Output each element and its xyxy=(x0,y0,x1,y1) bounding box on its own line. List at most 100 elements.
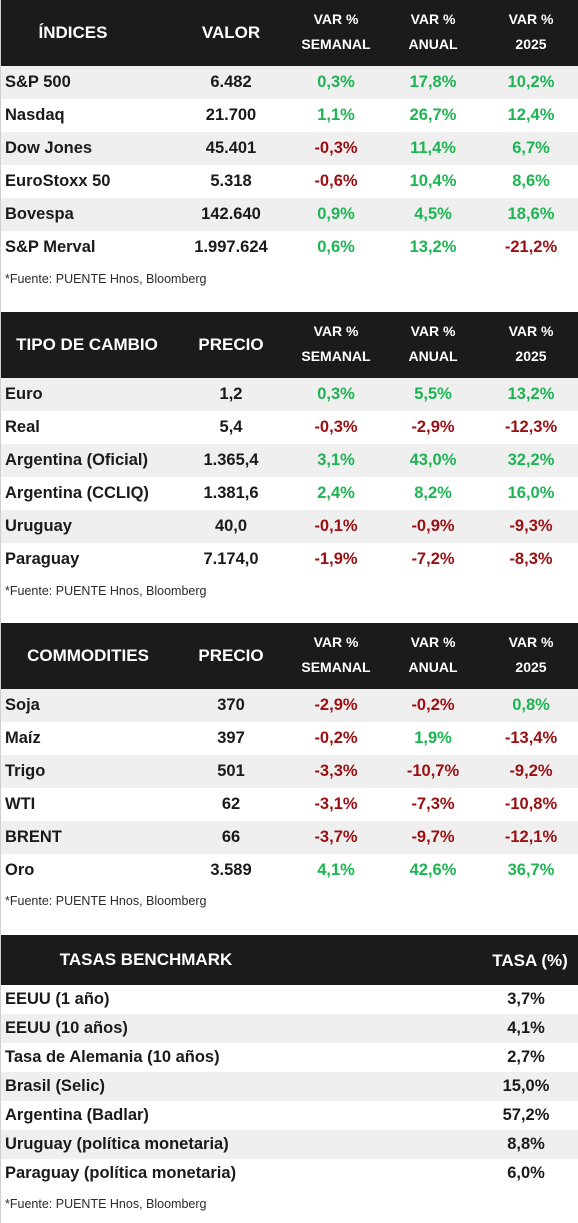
indices-row-annual-change: 11,4% xyxy=(410,139,456,157)
indices-row-weekly-change: -0,3% xyxy=(314,139,358,157)
rates-row-value: 57,2% xyxy=(502,1106,550,1124)
commodities-row-weekly-change: -3,3% xyxy=(314,762,358,780)
indices-header-ytd-1: VAR % xyxy=(508,11,554,27)
fx-row-value: 5,4 xyxy=(219,418,243,436)
indices-row-value: 45.401 xyxy=(205,139,257,157)
fx-row-ytd-change: -9,3% xyxy=(509,517,553,535)
indices-table-row: EuroStoxx 50 5.318 -0,6% 10,4% 8,6% xyxy=(1,165,578,198)
rates-row-name: Uruguay (política monetaria) xyxy=(5,1135,229,1153)
indices-row-annual-change: 10,4% xyxy=(409,172,457,190)
fx-table-row: Paraguay 7.174,0 -1,9% -7,2% -8,3% xyxy=(1,543,578,576)
commodities-row-ytd-change: -10,8% xyxy=(504,795,558,813)
indices-table-row: S&P 500 6.482 0,3% 17,8% 10,2% xyxy=(1,66,578,99)
indices-row-ytd-change: 6,7% xyxy=(512,139,550,157)
indices-row-ytd-change: -21,2% xyxy=(504,238,558,256)
commodities-table-row: WTI 62 -3,1% -7,3% -10,8% xyxy=(1,788,578,821)
fx-header-annual-2: ANUAL xyxy=(408,348,458,364)
fx-row-annual-change: 5,5% xyxy=(414,385,452,403)
indices-header-value: VALOR xyxy=(201,23,261,42)
commodities-row-weekly-change: -2,9% xyxy=(314,696,358,714)
commodities-row-name: Maíz xyxy=(5,729,41,747)
indices-row-name: S&P Merval xyxy=(5,238,96,256)
fx-header-weekly-1: VAR % xyxy=(313,323,359,339)
commodities-row-name: Oro xyxy=(5,861,35,879)
indices-header-weekly-2: SEMANAL xyxy=(301,36,371,52)
indices-row-annual-change: 17,8% xyxy=(409,73,457,91)
commodities-row-weekly-change: 4,1% xyxy=(317,861,355,879)
commodities-row-value: 501 xyxy=(217,762,245,780)
rates-table-row: Argentina (Badlar) 57,2% xyxy=(1,1101,578,1130)
commodities-table-row: BRENT 66 -3,7% -9,7% -12,1% xyxy=(1,821,578,854)
rates-row-value: 2,7% xyxy=(507,1048,545,1066)
commodities-row-weekly-change: -0,2% xyxy=(314,729,358,747)
fx-table-row: Argentina (Oficial) 1.365,4 3,1% 43,0% 32,2% xyxy=(1,444,578,477)
indices-header-annual-1: VAR % xyxy=(410,11,456,27)
fx-row-name: Argentina (Oficial) xyxy=(5,451,149,469)
commodities-row-annual-change: -10,7% xyxy=(406,762,460,780)
fx-row-value: 1.381,6 xyxy=(203,484,259,502)
indices-row-ytd-change: 8,6% xyxy=(512,172,550,190)
indices-table-row: Nasdaq 21.700 1,1% 26,7% 12,4% xyxy=(1,99,578,132)
commodities-table-body: Soja 370 -2,9% -0,2% 0,8% Maíz 397 -0,2% 1,9% -13… xyxy=(1,689,578,887)
fx-row-name: Argentina (CCLIQ) xyxy=(5,484,149,502)
indices-row-value: 21.700 xyxy=(205,106,257,124)
commodities-row-ytd-change: 36,7% xyxy=(507,861,555,879)
indices-row-value: 6.482 xyxy=(210,73,252,91)
rates-row-value: 3,7% xyxy=(507,990,545,1008)
commodities-section: COMMODITIES PRECIO VAR % SEMANAL VAR % A… xyxy=(1,623,578,908)
fx-row-weekly-change: 3,1% xyxy=(317,451,355,469)
fx-row-ytd-change: 16,0% xyxy=(507,484,555,502)
fx-row-weekly-change: 2,4% xyxy=(317,484,355,502)
rates-row-value: 4,1% xyxy=(507,1019,545,1037)
commodities-header-weekly-2: SEMANAL xyxy=(301,659,371,675)
indices-row-weekly-change: 0,9% xyxy=(317,205,355,223)
indices-header-weekly-1: VAR % xyxy=(313,11,359,27)
fx-row-name: Euro xyxy=(5,385,43,403)
indices-header-ytd-2: 2025 xyxy=(515,36,547,52)
fx-table-row: Argentina (CCLIQ) 1.381,6 2,4% 8,2% 16,0% xyxy=(1,477,578,510)
rates-header: TASAS BENCHMARK TASA (%) xyxy=(1,935,578,985)
fx-row-ytd-change: -8,3% xyxy=(509,550,553,568)
indices-row-value: 142.640 xyxy=(201,205,261,223)
fx-row-annual-change: -7,2% xyxy=(411,550,455,568)
fx-row-value: 7.174,0 xyxy=(203,550,259,568)
indices-table-row: Dow Jones 45.401 -0,3% 11,4% 6,7% xyxy=(1,132,578,165)
rates-row-name: Paraguay (política monetaria) xyxy=(5,1164,237,1182)
fx-section: TIPO DE CAMBIO PRECIO VAR % SEMANAL VAR … xyxy=(1,312,578,598)
commodities-row-name: Soja xyxy=(5,696,40,714)
fx-row-name: Paraguay xyxy=(5,550,80,568)
fx-header: TIPO DE CAMBIO PRECIO VAR % SEMANAL VAR … xyxy=(1,312,578,378)
fx-row-name: Uruguay xyxy=(5,517,72,535)
rates-table-row: Uruguay (política monetaria) 8,8% xyxy=(1,1130,578,1159)
commodities-table-row: Oro 3.589 4,1% 42,6% 36,7% xyxy=(1,854,578,887)
indices-row-name: Nasdaq xyxy=(5,106,65,124)
indices-row-name: EuroStoxx 50 xyxy=(5,172,111,190)
commodities-table-row: Soja 370 -2,9% -0,2% 0,8% xyxy=(1,689,578,722)
fx-header-weekly-2: SEMANAL xyxy=(301,348,371,364)
fx-table-row: Real 5,4 -0,3% -2,9% -12,3% xyxy=(1,411,578,444)
rates-table-row: Brasil (Selic) 15,0% xyxy=(1,1072,578,1101)
commodities-row-ytd-change: -12,1% xyxy=(504,828,558,846)
commodities-row-weekly-change: -3,7% xyxy=(314,828,358,846)
commodities-table-row: Maíz 397 -0,2% 1,9% -13,4% xyxy=(1,722,578,755)
fx-row-annual-change: 8,2% xyxy=(414,484,452,502)
commodities-row-ytd-change: 0,8% xyxy=(512,696,550,714)
commodities-row-value: 3.589 xyxy=(210,861,252,879)
indices-table-row: Bovespa 142.640 0,9% 4,5% 18,6% xyxy=(1,198,578,231)
rates-table-row: Paraguay (política monetaria) 6,0% xyxy=(1,1159,578,1188)
fx-row-ytd-change: 13,2% xyxy=(507,385,555,403)
rates-row-name: EEUU (1 año) xyxy=(5,990,110,1008)
commodities-header-annual-2: ANUAL xyxy=(408,659,458,675)
fx-row-weekly-change: -0,3% xyxy=(314,418,358,436)
fx-table-row: Uruguay 40,0 -0,1% -0,9% -9,3% xyxy=(1,510,578,543)
commodities-row-annual-change: -9,7% xyxy=(411,828,455,846)
rates-section: TASAS BENCHMARK TASA (%) EEUU (1 año) 3,7… xyxy=(1,935,578,1211)
fx-row-value: 40,0 xyxy=(214,517,248,535)
commodities-row-annual-change: -7,3% xyxy=(411,795,455,813)
indices-row-weekly-change: 1,1% xyxy=(317,106,355,124)
indices-row-annual-change: 13,2% xyxy=(409,238,457,256)
commodities-row-value: 370 xyxy=(217,696,245,714)
fx-row-weekly-change: -1,9% xyxy=(314,550,358,568)
rates-row-value: 6,0% xyxy=(507,1164,545,1182)
